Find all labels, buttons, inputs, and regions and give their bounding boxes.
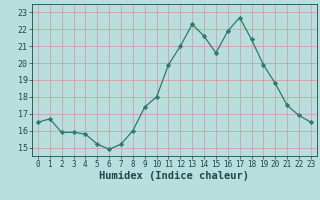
X-axis label: Humidex (Indice chaleur): Humidex (Indice chaleur) [100, 171, 249, 181]
